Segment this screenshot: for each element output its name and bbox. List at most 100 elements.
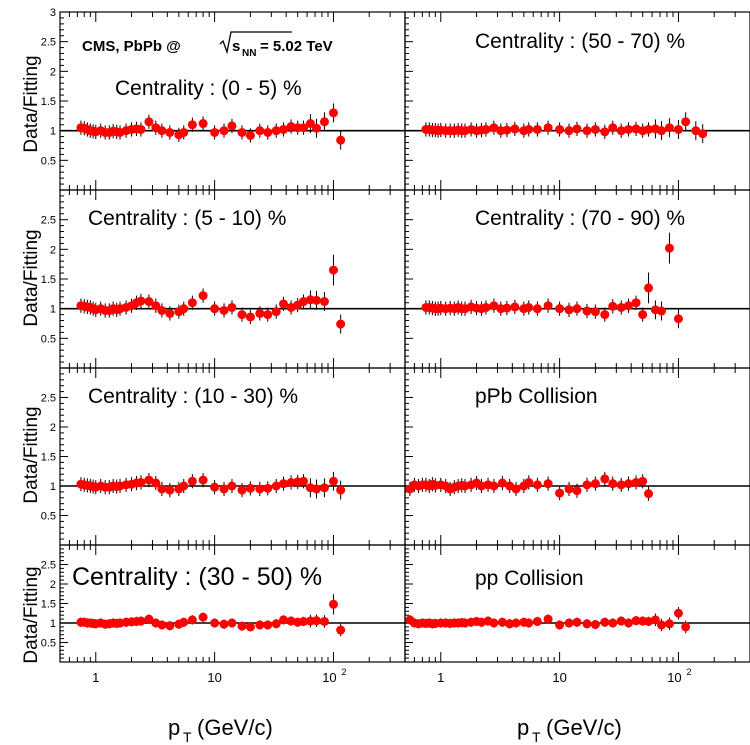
energy-label-sqrt: s — [232, 38, 240, 55]
panel-8-data-point — [616, 616, 626, 626]
panel-2: Centrality : (50 - 70) % — [404, 11, 750, 191]
panel-8-frame — [404, 544, 750, 663]
panel-4-data-point — [532, 304, 542, 314]
panel-8-data-point — [572, 617, 582, 627]
panel-1-data-point — [237, 127, 247, 137]
panel-6-data-point — [624, 479, 634, 489]
panel-3-data-point — [136, 296, 146, 306]
panel-4-data-point — [543, 301, 553, 311]
panel-6-title: pPb Collision — [475, 385, 598, 408]
panel-3-data-point — [271, 307, 281, 317]
panel-6-data-point — [524, 477, 534, 487]
panel-grid: 0.5 1 1.5 2 2.5 3 Centrality : (0 - 5) % Centra… — [41, 7, 750, 685]
panel-3-data-point — [336, 319, 346, 329]
panel-3-data-point — [144, 297, 154, 307]
panel-8-data-point — [644, 616, 654, 626]
panel-4-data-point — [555, 304, 565, 314]
panel-1-data-point — [157, 126, 167, 136]
panel-8-data-point — [650, 615, 660, 625]
panel-7-title: Centrality : (30 - 50) % — [72, 563, 322, 591]
panel-6-data-point — [543, 479, 553, 489]
panel-5-data-point — [311, 484, 321, 494]
panel-3-ytick-label: 1 — [50, 304, 56, 316]
panel-7-data-point — [157, 620, 167, 630]
panel-8-title: pp Collision — [475, 567, 584, 590]
panel-5-data-point — [179, 481, 189, 491]
panel-5-data-point — [157, 484, 167, 494]
panel-3-ytick-label: 2.5 — [41, 215, 56, 227]
panel-5-data-point — [151, 478, 161, 488]
panel-6-data-point — [644, 489, 654, 499]
panel-8-data-point — [489, 618, 499, 628]
panel-7-xtick-label: 10 — [322, 670, 336, 685]
panel-3-title: Centrality : (5 - 10) % — [88, 207, 286, 230]
panel-8-data-point — [681, 622, 691, 632]
panel-5-data-point — [255, 484, 265, 494]
panel-1-ytick-label: 2.5 — [41, 37, 56, 49]
panel-6-data-point — [572, 486, 582, 496]
panel-4-data-point — [624, 301, 634, 311]
panel-5-ytick-label: 2 — [50, 422, 56, 434]
panel-2-data-point — [590, 124, 600, 134]
panel-3-data-point — [299, 297, 309, 307]
panel-7-data-point — [319, 616, 329, 626]
panel-7-data-point — [210, 618, 220, 628]
y-axis-title-row-2: Data/Fitting — [21, 229, 42, 326]
panel-1-data-point — [219, 126, 229, 136]
panel-3-data-point — [210, 304, 220, 314]
panel-8-data-point — [555, 620, 565, 630]
panel-2-data-point — [555, 124, 565, 134]
panel-6-data-point — [489, 481, 499, 491]
panel-6: pPb Collision — [404, 367, 750, 546]
panel-7-data-point — [279, 615, 289, 625]
panel-2-data-point — [608, 123, 618, 133]
panel-1-data-point — [165, 127, 175, 137]
panel-2-data-point — [481, 124, 491, 134]
panel-5-data-point — [245, 483, 255, 493]
panel-1-ytick-label: 3 — [50, 7, 56, 19]
panel-7-data-point — [245, 622, 255, 632]
panel-6-data-point — [616, 480, 626, 490]
energy-label-value: = 5.02 TeV — [260, 38, 333, 55]
panel-4-data-point — [590, 307, 600, 317]
panel-3-ytick-label: 1.5 — [41, 274, 56, 286]
panel-7-ytick-label: 1.5 — [41, 599, 56, 611]
panel-7-xtick-label: 10 — [207, 670, 221, 685]
panel-8-data-point — [564, 618, 574, 628]
panel-5-data-point — [286, 477, 296, 487]
panel-7-data-point — [299, 616, 309, 626]
panel-3-data-point — [219, 305, 229, 315]
x-axis-title-right: p T (GeV/c) — [517, 715, 622, 745]
panel-6-data-point — [582, 480, 592, 490]
panel-4-data-point — [638, 310, 648, 320]
panel-8-data-point — [511, 618, 521, 628]
panel-5-data-point — [165, 485, 175, 495]
panel-3-data-point — [255, 308, 265, 318]
panel-1-data-point — [279, 124, 289, 134]
panel-8-data-point — [608, 618, 618, 628]
panel-1-data-point — [187, 120, 197, 130]
panel-6-data-point — [600, 474, 610, 484]
panel-8: 1 10 10 2 pp Collision — [404, 544, 750, 685]
panel-8-data-point — [600, 617, 610, 627]
panel-3-data-point — [187, 298, 197, 308]
panel-7-ytick-label: 1 — [50, 618, 56, 630]
panel-5-data-point — [198, 475, 208, 485]
panel-6-data-point — [608, 479, 618, 489]
panel-7-data-point — [219, 619, 229, 629]
panel-3-data-point — [263, 310, 273, 320]
panel-2-data-point — [656, 126, 666, 136]
panel-2-data-point — [616, 126, 626, 136]
energy-label: s NN = 5.02 TeV — [219, 31, 333, 59]
panel-2-data-point — [582, 126, 592, 136]
panel-8-xtick-label: 1 — [437, 670, 444, 685]
energy-label-sub: NN — [242, 48, 256, 59]
panel-5-data-point — [299, 476, 309, 486]
panel-1-data-point — [271, 126, 281, 136]
panel-2-data-point — [532, 124, 542, 134]
x-axis-title-right-unit: (GeV/c) — [546, 715, 622, 740]
panel-1-data-point — [336, 135, 346, 145]
panel-4-data-point — [524, 302, 534, 312]
panel-7-data-point — [198, 612, 208, 622]
